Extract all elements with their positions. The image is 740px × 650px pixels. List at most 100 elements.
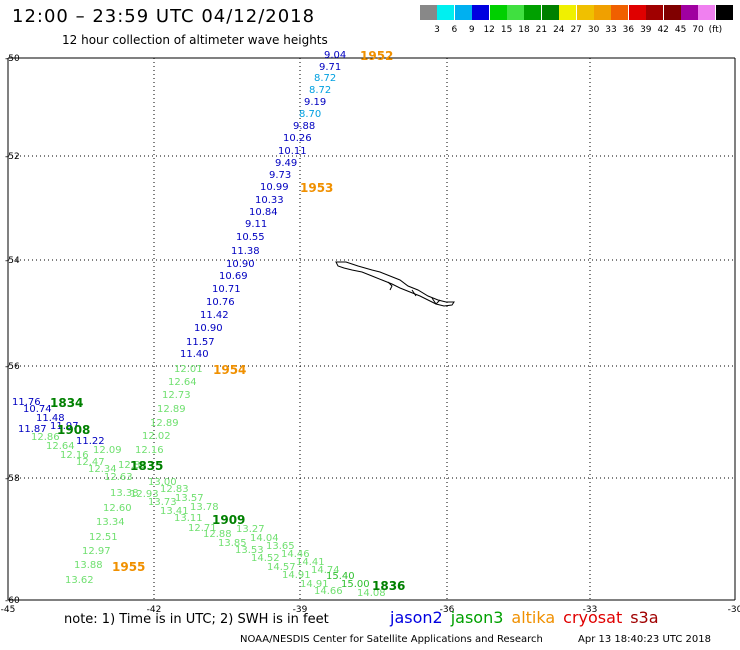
wave-height-value: 14.41 [296, 557, 325, 568]
wave-height-value: 10.90 [194, 323, 223, 334]
pass-time-label: 1955 [112, 560, 145, 574]
wave-height-value: 12.89 [150, 418, 179, 429]
pass-time-label: 1954 [213, 363, 246, 377]
scale-label: 12 [483, 25, 495, 35]
scale-swatch [541, 5, 559, 20]
map-frame [7, 57, 736, 601]
wave-height-value: 12.93 [130, 489, 159, 500]
legend-item-altika: altika [511, 608, 556, 627]
legend-item-s3a: s3a [630, 608, 659, 627]
wave-height-value: 12.86 [31, 432, 60, 443]
wave-height-value: 13.41 [160, 506, 189, 517]
wave-height-value: 13.65 [266, 541, 295, 552]
wave-height-value: 12.64 [168, 377, 197, 388]
wave-height-value: 13.62 [65, 575, 94, 586]
scale-swatch [437, 5, 455, 20]
wave-height-value: 12.16 [135, 445, 164, 456]
wave-height-value: 12.01 [174, 364, 203, 375]
pass-time-label: 1908 [57, 423, 90, 437]
pass-time-label: 1836 [372, 579, 405, 593]
wave-height-value: 12.09 [93, 445, 122, 456]
wave-height-value: 8.72 [309, 85, 331, 96]
scale-label: 45 [674, 25, 687, 35]
scale-swatch [524, 5, 542, 20]
scale-label: 33 [605, 25, 617, 35]
scale-swatch [489, 5, 507, 20]
wave-height-value: 9.49 [275, 158, 297, 169]
wave-height-value: 11.57 [186, 337, 215, 348]
wave-height-value: 13.85 [218, 538, 247, 549]
wave-height-value: 10.33 [255, 195, 284, 206]
pass-time-label: 1835 [130, 459, 163, 473]
scale-label: 3 [434, 25, 440, 35]
wave-height-value: 12.71 [188, 523, 217, 534]
scale-swatch [472, 5, 490, 20]
wave-height-value: 13.11 [174, 513, 203, 524]
pass-time-label: 1834 [50, 396, 83, 410]
wave-height-value: 12.51 [89, 532, 118, 543]
wave-height-value: 12.47 [76, 457, 105, 468]
scale-swatch [420, 5, 437, 20]
wave-height-value: 14.57 [267, 562, 296, 573]
wave-height-value: 11.42 [200, 310, 229, 321]
wave-height-value: 13.34 [96, 517, 125, 528]
wave-height-value: 10.76 [206, 297, 235, 308]
scale-swatch [681, 5, 698, 20]
longitude-tick-label: -45 [1, 605, 16, 615]
wave-height-value: 14.46 [281, 549, 310, 560]
legend-item-jason3: jason3 [450, 608, 504, 627]
wave-height-value: 12.97 [82, 546, 111, 557]
footnote: note: 1) Time is in UTC; 2) SWH is in fe… [64, 612, 329, 627]
wave-height-value: 11.38 [231, 246, 260, 257]
wave-height-value: 9.71 [319, 62, 341, 73]
wave-height-value: 12.88 [118, 460, 147, 471]
wave-height-value: 13.27 [236, 524, 265, 535]
wave-height-value: 14.08 [357, 588, 386, 599]
satellite-legend: jason2 jason3 altika cryosat s3a [390, 608, 667, 627]
wave-height-value: 11.40 [180, 349, 209, 360]
wave-height-value: 9.73 [269, 170, 291, 181]
generation-timestamp: Apr 13 18:40:23 UTC 2018 [578, 634, 711, 645]
wave-height-value: 9.19 [304, 97, 326, 108]
scale-label: 70 [692, 25, 704, 35]
latitude-tick-label: -54 [5, 256, 20, 266]
wave-height-value: 15.00 [341, 579, 370, 590]
wave-height-value: 13.73 [148, 497, 177, 508]
observation-values: 9.049.718.728.729.198.709.8810.2610.119.… [12, 50, 386, 599]
legend-item-jason2: jason2 [390, 608, 443, 627]
wave-height-value: 13.38 [110, 488, 139, 499]
scale-label: 39 [640, 25, 652, 35]
scale-swatch [663, 5, 681, 20]
scale-unit: (ft) [708, 25, 723, 35]
wave-height-value: 12.73 [162, 390, 191, 401]
wave-height-value: 14.52 [251, 553, 280, 564]
wave-height-value: 10.69 [219, 271, 248, 282]
wave-height-value: 9.04 [324, 50, 346, 61]
legend-item-cryosat: cryosat [563, 608, 623, 627]
credit-line: NOAA/NESDIS Center for Satellite Applica… [240, 634, 543, 645]
wave-height-value: 13.00 [148, 477, 177, 488]
scale-swatch [646, 5, 664, 20]
longitude-tick-label: -30 [728, 605, 740, 615]
wave-height-value: 12.16 [60, 450, 89, 461]
scale-swatch [559, 5, 577, 20]
wave-height-value: 12.83 [160, 484, 189, 495]
wave-height-value: 13.88 [74, 560, 103, 571]
wave-height-value: 9.88 [293, 121, 315, 132]
latitude-ticks: -50 -52 -54 -56 -58 -60 [5, 54, 20, 606]
pass-time-label: 1952 [360, 49, 393, 63]
wave-height-value: 10.11 [278, 146, 307, 157]
wave-height-value: 11.22 [76, 436, 105, 447]
longitude-tick-label: -39 [293, 605, 308, 615]
wave-height-value: 14.91 [282, 570, 311, 581]
scale-label: 9 [468, 25, 475, 35]
scale-label: 36 [622, 25, 635, 35]
latitude-tick-label: -52 [5, 152, 20, 162]
scale-label: 24 [553, 25, 565, 35]
wave-height-value: 13.57 [175, 493, 204, 504]
latitude-tick-label: -60 [5, 596, 20, 606]
wave-height-value: 12.02 [142, 431, 171, 442]
scale-label: 21 [535, 25, 548, 35]
wave-height-value: 10.71 [212, 284, 241, 295]
scale-swatch [454, 5, 472, 20]
